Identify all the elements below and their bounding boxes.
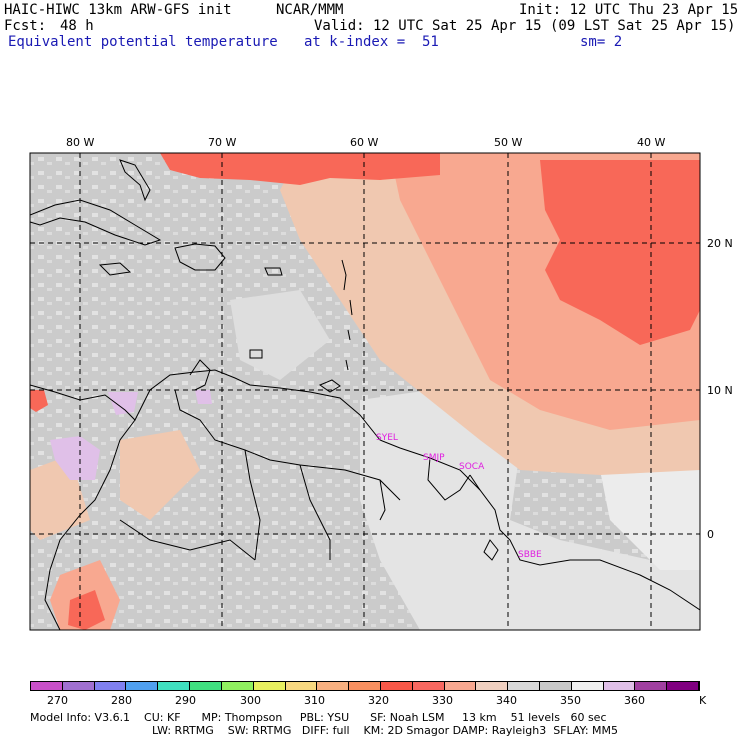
- lat-label: 10 N: [707, 384, 733, 397]
- station-label: SBBE: [518, 550, 542, 560]
- colorbar-tick-label: 330: [432, 694, 453, 707]
- colorbar-swatch: [635, 682, 668, 690]
- colorbar-swatch: [571, 682, 604, 690]
- colorbar-swatch: [31, 682, 63, 690]
- map-frame: [29, 152, 701, 631]
- colorbar-unit: K: [699, 694, 707, 707]
- lon-label: 50 W: [494, 136, 522, 149]
- lat-label: 0: [707, 528, 714, 541]
- colorbar-tick-label: 270: [47, 694, 68, 707]
- colorbar-tick-label: 340: [496, 694, 517, 707]
- colorbar-tick-label: 300: [240, 694, 261, 707]
- model-info-line2: LW: RRTMG SW: RRTMG DIFF: full KM: 2D Sm…: [152, 724, 618, 737]
- theta-e-field: [68, 590, 105, 630]
- colorbar-swatch: [412, 682, 445, 690]
- colorbar-tick-label: 320: [368, 694, 389, 707]
- forecast-hour: 48 h: [60, 18, 94, 34]
- lon-label: 70 W: [208, 136, 236, 149]
- colorbar-swatch: [508, 682, 540, 690]
- colorbar-swatch: [190, 682, 222, 690]
- colorbar-swatch: [603, 682, 636, 690]
- colorbar-swatch: [94, 682, 127, 690]
- theta-e-field: [540, 160, 700, 345]
- colorbar-swatch: [126, 682, 159, 690]
- colorbar-swatch: [253, 682, 286, 690]
- station-label: SYEL: [376, 433, 398, 443]
- theta-e-field: [30, 390, 48, 412]
- theta-e-field: [160, 153, 440, 185]
- graticule: [30, 153, 700, 630]
- theta-e-field: [600, 460, 700, 570]
- theta-e-field: [360, 380, 700, 630]
- init-time: Init: 12 UTC Thu 23 Apr 15: [519, 2, 739, 18]
- lon-label: 60 W: [350, 136, 378, 149]
- colorbar-tick-label: 360: [624, 694, 645, 707]
- colorbar-swatch: [540, 682, 572, 690]
- valid-time: Valid: 12 UTC Sat 25 Apr 15 (09 LST Sat …: [314, 18, 736, 34]
- colorbar-swatch: [62, 682, 95, 690]
- theta-e-field: [108, 392, 138, 415]
- org-label: NCAR/MMM: [276, 2, 344, 18]
- theta-e-field: [195, 390, 212, 404]
- colorbar-swatch: [380, 682, 413, 690]
- colorbar-tick-label: 290: [175, 694, 196, 707]
- colorbar-swatch: [158, 682, 191, 690]
- theta-e-field: [120, 430, 200, 520]
- colorbar-tick-label: 350: [560, 694, 581, 707]
- colorbar-swatch: [349, 682, 381, 690]
- station-label: SOCA: [459, 462, 485, 472]
- smoothing-info: sm= 2: [580, 34, 623, 50]
- colorbar-tick-label: 280: [111, 694, 132, 707]
- colorbar: [30, 681, 700, 691]
- colorbar-swatch: [317, 682, 350, 690]
- field-name: Equivalent potential temperature: [8, 34, 278, 50]
- forecast-label: Fcst:: [4, 18, 47, 34]
- colorbar-swatch: [444, 682, 477, 690]
- colorbar-swatch: [476, 682, 509, 690]
- lon-label: 40 W: [637, 136, 665, 149]
- station-label: SMJP: [423, 453, 445, 463]
- colorbar-swatch: [285, 682, 318, 690]
- lat-label: 20 N: [707, 237, 733, 250]
- colorbar-swatch: [667, 682, 700, 690]
- colorbar-tick-label: 310: [304, 694, 325, 707]
- theta-e-field: [50, 436, 100, 480]
- lon-label: 80 W: [66, 136, 94, 149]
- level-info: at k-index = 51: [304, 34, 439, 50]
- model-info-line1: Model Info: V3.6.1 CU: KF MP: Thompson P…: [30, 711, 607, 724]
- colorbar-swatch: [221, 682, 254, 690]
- coastlines: [30, 159, 700, 630]
- model-title: HAIC-HIWC 13km ARW-GFS init: [4, 2, 232, 18]
